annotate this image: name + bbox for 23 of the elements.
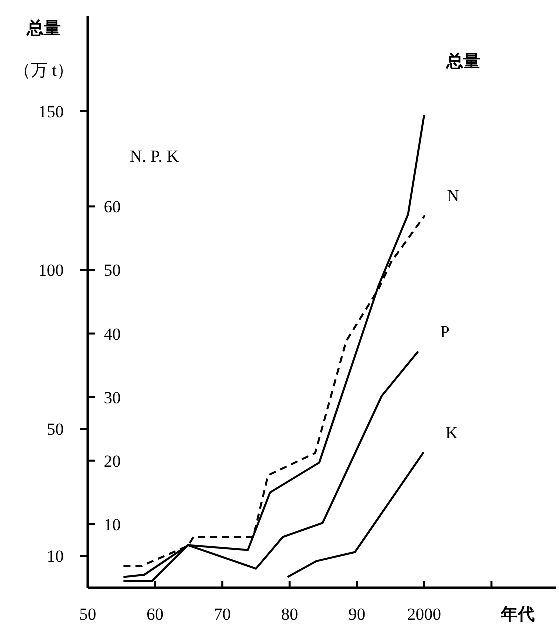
y2-tick-label: 40 (104, 324, 121, 344)
y-tick-label: 100 (38, 261, 64, 280)
y-tick-label: 150 (38, 102, 64, 122)
y2-axis-title: N. P. K (130, 147, 180, 166)
x-tick-label: 2000 (407, 605, 442, 624)
series-label: P (440, 322, 450, 342)
y2-tick-label: 20 (104, 452, 121, 471)
y2-tick-label: 50 (104, 261, 121, 280)
y2-tick-label: 60 (104, 198, 121, 217)
y-tick-label: 10 (47, 547, 64, 566)
x-axis-title: 年代 (500, 605, 535, 624)
y2-tick-label: 10 (104, 515, 121, 534)
x-tick-label: 60 (146, 605, 164, 624)
series-label: K (446, 424, 459, 443)
text: 总量 (445, 52, 480, 72)
y-tick-label: 50 (47, 420, 64, 440)
x-tick-label: 80 (281, 605, 298, 624)
series-label: N (447, 186, 460, 206)
x-tick-label: 90 (348, 605, 366, 624)
y2-tick-label: 30 (104, 388, 121, 408)
text: 总量（万 t） (14, 19, 74, 80)
x-tick-label: 50 (80, 605, 96, 624)
x-tick-label: 70 (214, 605, 232, 624)
